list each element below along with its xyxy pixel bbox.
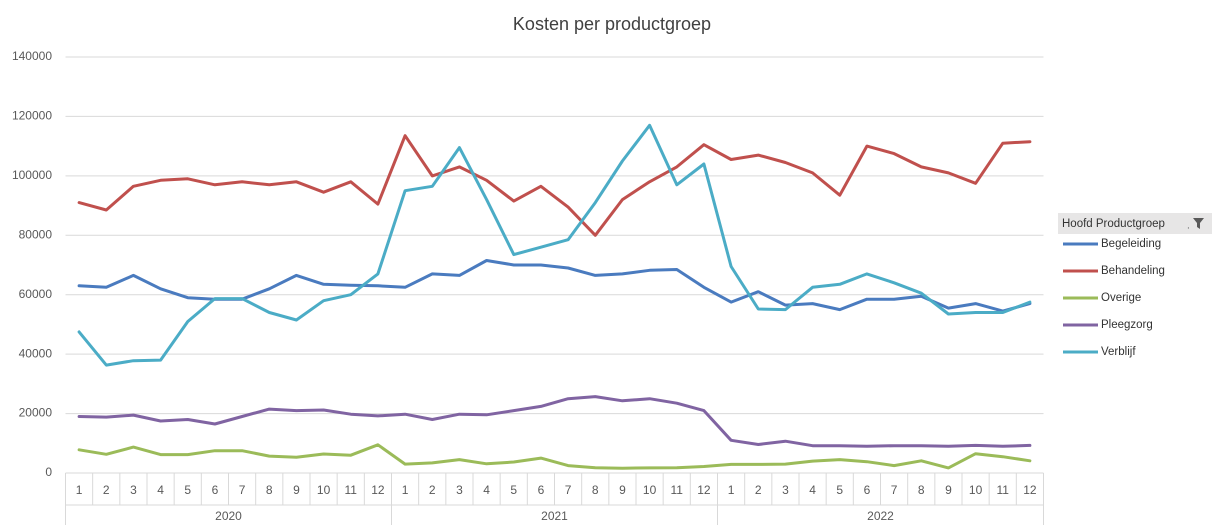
x-tick-label: 10 — [317, 483, 331, 497]
x-tick-label: 1 — [728, 483, 735, 497]
legend: Hoofd Productgroep . — [1058, 213, 1212, 234]
x-tick-label: 11 — [671, 483, 684, 497]
x-tick-label: 12 — [1023, 483, 1037, 497]
x-tick-label: 1 — [402, 483, 409, 497]
x-tick-label: 3 — [782, 483, 789, 497]
x-tick-label: 2 — [429, 483, 436, 497]
series-line — [77, 123, 1032, 367]
x-tick-label: 7 — [891, 483, 898, 497]
y-tick-label: 140000 — [12, 49, 52, 63]
x-tick-label: 7 — [239, 483, 246, 497]
legend-title: Hoofd Productgroep — [1062, 218, 1165, 230]
x-tick-label: 4 — [809, 483, 816, 497]
x-tick-label: 9 — [293, 483, 300, 497]
x-tick-label: 5 — [510, 483, 517, 497]
series-line — [77, 443, 1032, 470]
series-line — [77, 134, 1032, 237]
x-tick-label: 6 — [212, 483, 219, 497]
x-group-label: 2021 — [541, 509, 568, 523]
x-tick-label: 8 — [266, 483, 273, 497]
y-tick-label: 20000 — [19, 406, 53, 420]
series-line — [77, 395, 1032, 448]
x-tick-label: 6 — [538, 483, 545, 497]
x-tick-label: 8 — [592, 483, 599, 497]
y-tick-label: 40000 — [19, 346, 53, 360]
chart-title: Kosten per productgroep — [513, 14, 711, 34]
x-tick-label: 2 — [103, 483, 110, 497]
y-tick-label: 80000 — [19, 227, 53, 241]
x-tick-label: 10 — [643, 483, 657, 497]
y-tick-label: 120000 — [12, 109, 52, 123]
legend-label: Overige — [1101, 292, 1141, 304]
legend-label: Pleegzorg — [1101, 319, 1153, 331]
x-group-label: 2022 — [867, 509, 894, 523]
x-tick-label: 4 — [157, 483, 164, 497]
x-tick-label: 6 — [864, 483, 871, 497]
x-tick-label: 7 — [565, 483, 572, 497]
x-tick-label: 5 — [836, 483, 843, 497]
x-tick-label: 3 — [130, 483, 137, 497]
x-tick-label: 9 — [945, 483, 952, 497]
series-line — [77, 259, 1032, 313]
x-tick-label: 9 — [619, 483, 626, 497]
x-group-label: 2020 — [215, 509, 242, 523]
x-tick-label: 10 — [969, 483, 983, 497]
legend-label: Behandeling — [1101, 265, 1165, 277]
x-tick-label: 2 — [755, 483, 762, 497]
legend-header[interactable] — [1058, 213, 1212, 234]
filter-icon[interactable] — [1193, 218, 1204, 229]
y-tick-label: 0 — [45, 465, 52, 479]
x-tick-label: 8 — [918, 483, 925, 497]
x-tick-label: 12 — [697, 483, 711, 497]
x-tick-label: 12 — [371, 483, 385, 497]
x-tick-label: 4 — [483, 483, 490, 497]
y-tick-label: 60000 — [19, 287, 53, 301]
legend-label: Verblijf — [1101, 346, 1136, 358]
x-tick-label: 5 — [184, 483, 191, 497]
x-tick-label: 11 — [345, 483, 358, 497]
filter-dot: . — [1187, 221, 1190, 232]
x-tick-label: 11 — [997, 483, 1010, 497]
x-tick-label: 3 — [456, 483, 463, 497]
x-tick-label: 1 — [76, 483, 83, 497]
legend-label: Begeleiding — [1101, 238, 1161, 250]
y-tick-label: 100000 — [12, 168, 52, 182]
